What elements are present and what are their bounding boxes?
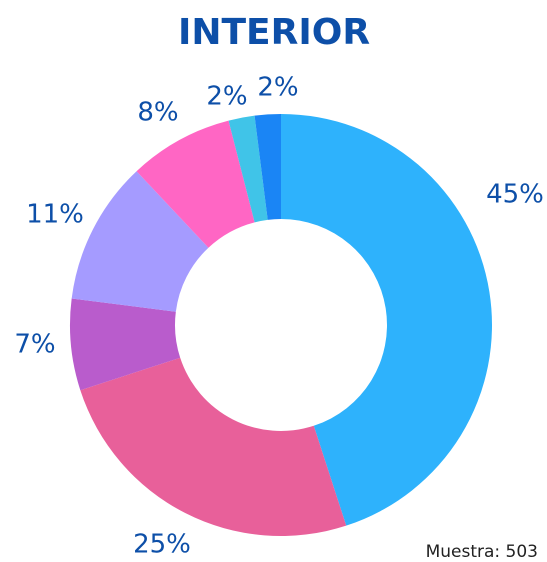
donut-slice bbox=[70, 298, 181, 391]
donut-slice bbox=[136, 120, 255, 248]
data-label: 45% bbox=[486, 180, 544, 210]
data-label: 7% bbox=[14, 330, 55, 360]
data-label: 2% bbox=[257, 73, 298, 103]
data-label: 8% bbox=[137, 98, 178, 128]
chart-title: INTERIOR bbox=[178, 12, 370, 53]
donut-slice bbox=[71, 171, 209, 312]
data-label: 2% bbox=[206, 82, 247, 112]
data-label: 11% bbox=[26, 200, 84, 230]
donut-slice bbox=[228, 115, 268, 223]
donut-slice bbox=[281, 114, 492, 526]
donut-slice bbox=[80, 357, 347, 536]
data-label: 25% bbox=[133, 530, 191, 560]
donut-slice bbox=[254, 114, 281, 220]
footnote: Muestra: 503 bbox=[426, 542, 538, 562]
